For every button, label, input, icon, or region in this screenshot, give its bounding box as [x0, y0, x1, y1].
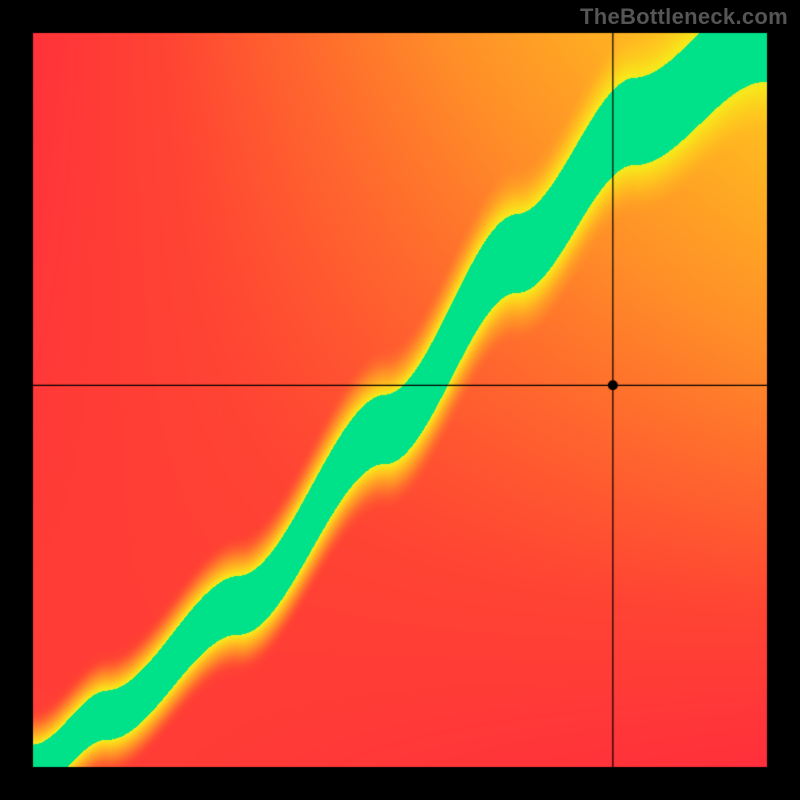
watermark: TheBottleneck.com — [580, 4, 788, 30]
bottleneck-heatmap — [0, 0, 800, 800]
chart-container: TheBottleneck.com — [0, 0, 800, 800]
